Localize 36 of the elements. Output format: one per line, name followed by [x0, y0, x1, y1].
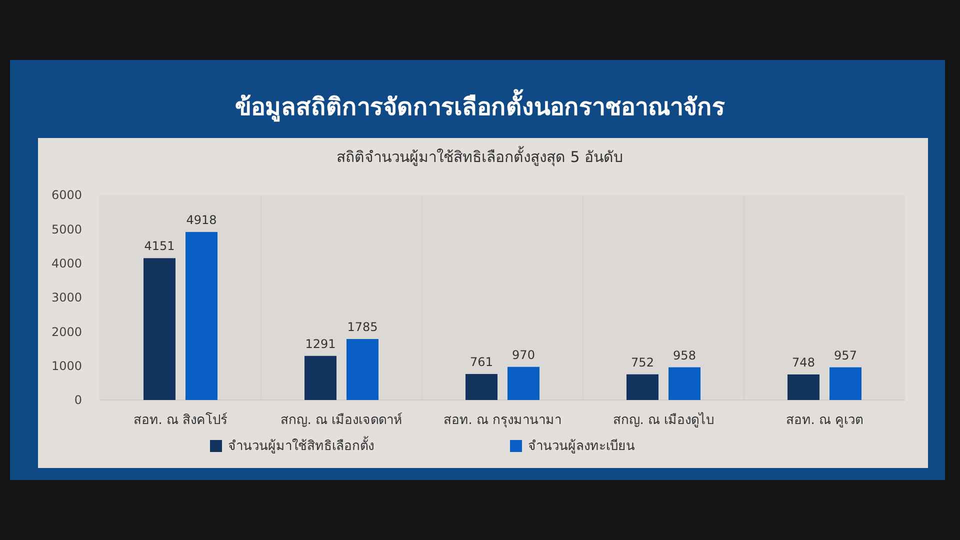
y-tick-label: 6000	[51, 188, 82, 202]
bar	[626, 374, 658, 400]
data-label: 4918	[186, 212, 217, 227]
data-label: 748	[792, 355, 815, 370]
y-tick-label: 5000	[51, 222, 82, 236]
legend-label: จำนวนผู้ลงทะเบียน	[528, 438, 635, 454]
y-tick-label: 1000	[51, 359, 82, 374]
x-tick-label: สกญ. ณ เมืองเจดดาห์	[280, 412, 403, 428]
x-tick-label: สกญ. ณ เมืองดูไบ	[612, 412, 714, 428]
data-label: 1785	[347, 320, 378, 334]
x-tick-label: สอท. ณ กรุงมานามา	[443, 413, 562, 428]
y-tick-label: 2000	[51, 324, 82, 339]
data-label: 761	[470, 355, 493, 369]
data-label: 4151	[144, 239, 175, 254]
y-tick-label: 3000	[51, 290, 82, 305]
chart-subtitle: สถิติจำนวนผู้มาใช้สิทธิเลือกตั้งสูงสุด 5 อันดับ	[336, 146, 624, 167]
data-label: 958	[673, 348, 696, 362]
bar	[304, 356, 336, 400]
y-tick-label: 4000	[51, 256, 82, 271]
data-label: 752	[631, 355, 654, 370]
bar	[144, 258, 176, 400]
data-label: 957	[834, 348, 857, 362]
bar	[466, 374, 498, 400]
x-tick-label: สอท. ณ คูเวต	[786, 413, 864, 428]
data-label: 970	[512, 348, 535, 362]
y-tick-label: 0	[74, 393, 82, 408]
bar	[508, 366, 540, 400]
data-label: 1291	[305, 336, 336, 351]
bar	[668, 367, 700, 400]
legend-label: จำนวนผู้มาใช้สิทธิเลือกตั้ง	[228, 436, 374, 454]
bar	[788, 374, 820, 400]
bar	[346, 339, 378, 400]
x-tick-label: สอท. ณ สิงคโปร์	[133, 412, 228, 428]
bar	[830, 367, 862, 400]
bar	[186, 232, 218, 400]
chart-title: ข้อมูลสถิติการจัดการเลือกตั้งนอกราชอาณาจักร	[235, 88, 725, 122]
